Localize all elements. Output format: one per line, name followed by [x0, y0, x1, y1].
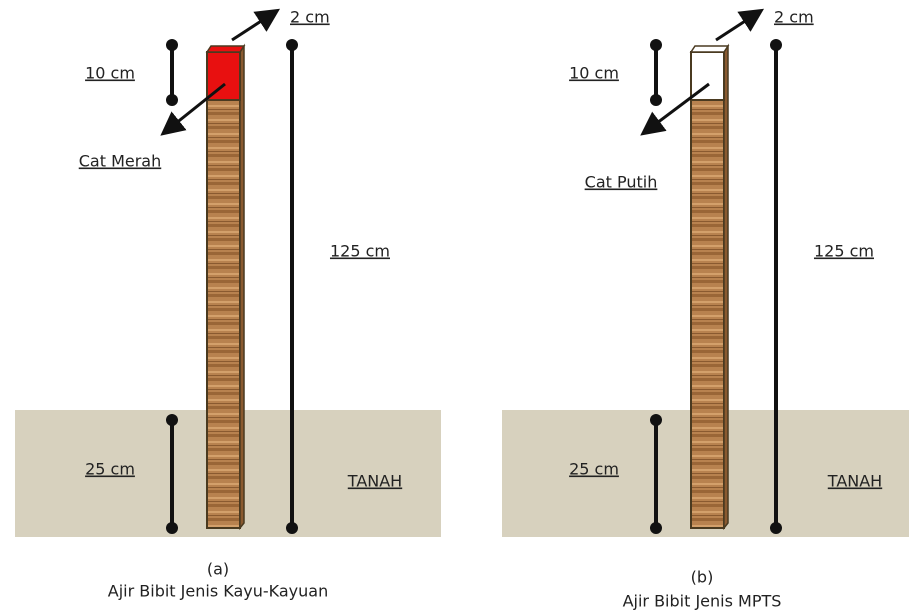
endpoint — [286, 522, 298, 534]
width-label: 2 cm — [774, 8, 814, 27]
endpoint — [166, 39, 178, 51]
stake-top — [205, 45, 246, 53]
endpoint — [650, 522, 662, 534]
height-label: 125 cm — [814, 242, 874, 261]
endpoint — [166, 414, 178, 426]
depth-label: 25 cm — [569, 460, 619, 479]
endpoint — [770, 522, 782, 534]
endpoint — [770, 39, 782, 51]
top-label: 10 cm — [569, 64, 619, 83]
endpoint — [166, 94, 178, 106]
depth-label: 25 cm — [85, 460, 135, 479]
stake — [206, 51, 241, 529]
height-label: 125 cm — [330, 242, 390, 261]
stake-side — [239, 43, 245, 531]
paint-label: Cat Putih — [585, 173, 658, 192]
stake-top — [689, 45, 730, 53]
endpoint — [286, 39, 298, 51]
stake-side — [723, 43, 729, 531]
width-arrow — [231, 8, 281, 42]
stake — [690, 51, 725, 529]
endpoint — [166, 522, 178, 534]
endpoint — [650, 39, 662, 51]
ground-label: TANAH — [347, 472, 402, 491]
top-label: 10 cm — [85, 64, 135, 83]
panel-letter: (b) — [691, 568, 714, 587]
panel-letter: (a) — [207, 560, 229, 579]
caption: Ajir Bibit Jenis MPTS — [623, 592, 782, 611]
ground-label: TANAH — [827, 472, 882, 491]
paint-label: Cat Merah — [79, 152, 162, 171]
width-arrow — [715, 8, 765, 42]
width-label: 2 cm — [290, 8, 330, 27]
paint-arrow — [160, 82, 226, 136]
endpoint — [650, 414, 662, 426]
paint-band — [206, 51, 241, 101]
caption: Ajir Bibit Jenis Kayu-Kayuan — [108, 582, 328, 601]
paint-arrow — [640, 82, 710, 136]
endpoint — [650, 94, 662, 106]
